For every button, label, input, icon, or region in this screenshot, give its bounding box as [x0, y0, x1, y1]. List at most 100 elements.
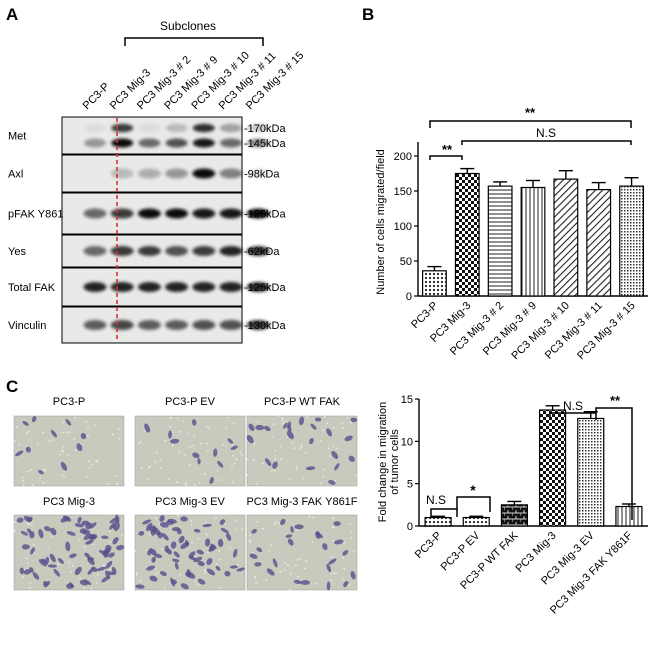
micrograph-label: PC3-P EV: [165, 396, 216, 408]
panel-c-bar-chart: Fold change in migration of tumor cells …: [377, 393, 648, 617]
blot-band: [192, 123, 215, 133]
membrane-pore: [190, 524, 193, 526]
migrated-cell: [184, 540, 189, 547]
blot-band: [110, 168, 134, 179]
membrane-pore: [51, 536, 54, 538]
membrane-pore: [92, 543, 95, 546]
migrated-cell: [188, 551, 196, 559]
membrane-pore: [94, 424, 97, 427]
membrane-pore: [268, 550, 271, 552]
membrane-pore: [148, 533, 151, 536]
blot-band: [137, 168, 161, 179]
migrated-cell: [343, 581, 349, 588]
blot-band: [84, 138, 106, 148]
migrated-cell: [333, 521, 341, 527]
membrane-pore: [67, 454, 69, 457]
bar: [520, 186, 546, 297]
membrane-pore: [277, 522, 280, 524]
membrane-pore: [347, 584, 350, 587]
membrane-pore: [156, 571, 159, 574]
migrated-cell: [96, 566, 106, 572]
migrated-cell: [264, 425, 271, 432]
migrated-cell: [114, 520, 120, 530]
blot-band: [138, 138, 161, 148]
membrane-pore: [170, 417, 173, 419]
blot-band: [137, 320, 161, 330]
migrated-cell: [38, 528, 44, 539]
x-tick-label: PC3 Mig-3 # 10: [509, 300, 572, 363]
membrane-pore: [289, 572, 292, 575]
migrated-cell: [147, 548, 153, 556]
membrane-pore: [177, 417, 179, 420]
membrane-pore: [197, 583, 199, 586]
membrane-pore: [291, 441, 294, 444]
blot-band: [246, 246, 270, 256]
membrane-pore: [39, 476, 42, 479]
membrane-pore: [97, 573, 99, 576]
migrated-cell: [334, 539, 344, 545]
blot-band: [220, 123, 242, 133]
blot-band: [137, 208, 161, 219]
blot-band: [246, 168, 270, 179]
migrated-cell: [180, 516, 188, 522]
migrated-cell: [23, 569, 32, 575]
membrane-pore: [42, 482, 45, 484]
membrane-pore: [134, 550, 137, 552]
blot-band: [165, 320, 189, 330]
y-tick-label: 0: [406, 291, 412, 303]
bar: [553, 178, 579, 297]
migrated-cell: [217, 460, 224, 468]
membrane-pore: [284, 420, 287, 423]
migrated-cell: [236, 567, 245, 572]
migrated-cell: [286, 430, 294, 440]
membrane-pore: [168, 416, 171, 419]
sig-bracket-left-ns: [430, 508, 458, 517]
membrane-pore: [143, 429, 146, 432]
membrane-pore: [185, 484, 188, 487]
membrane-pore: [83, 546, 86, 549]
membrane-pore: [179, 574, 182, 576]
membrane-pore: [96, 460, 99, 463]
migration-images-panel: PC3-P PC3-P EV PC3-P WT FAK PC3 Mig-3 PC3 Mi…: [13, 396, 358, 591]
membrane-pore: [153, 573, 156, 576]
migrated-cell: [159, 515, 165, 522]
membrane-pore: [270, 469, 273, 472]
membrane-pore: [29, 587, 31, 589]
membrane-pore: [288, 478, 291, 481]
membrane-pore: [187, 432, 190, 435]
blot-band: [165, 208, 189, 219]
membrane-pore: [335, 572, 338, 575]
panel-c-bars: [424, 405, 643, 527]
blot-band: [246, 320, 270, 330]
membrane-pore: [296, 559, 299, 561]
membrane-pore: [215, 516, 217, 519]
migrated-cell: [23, 515, 32, 523]
migrated-cell: [108, 552, 115, 558]
migrated-cell: [197, 560, 205, 567]
sig-label-right-star: **: [610, 393, 621, 408]
membrane-pore: [87, 426, 89, 428]
migrated-cell: [38, 559, 47, 567]
migrated-cell: [206, 568, 216, 576]
migrated-cell: [50, 527, 57, 536]
membrane-pore: [273, 523, 276, 526]
membrane-pore: [233, 422, 235, 425]
micrograph: [13, 415, 125, 487]
panel-b-bars: [422, 167, 645, 297]
membrane-pore: [311, 540, 314, 543]
migrated-cell: [202, 523, 212, 528]
membrane-pore: [219, 586, 222, 589]
membrane-pore: [262, 527, 265, 530]
membrane-pore: [355, 474, 358, 477]
sig-bracket-pair: [429, 155, 463, 160]
kda-marker: -145kDa: [244, 138, 286, 150]
membrane-pore: [346, 416, 349, 419]
membrane-pore: [249, 541, 252, 544]
migrated-cell: [342, 550, 349, 556]
migrated-cell: [105, 560, 113, 569]
migrated-cell: [287, 425, 292, 432]
membrane-pore: [208, 426, 211, 429]
membrane-pore: [26, 561, 29, 564]
panel-c-y-axis-label-line1: Fold change in migration: [377, 402, 389, 522]
membrane-pore: [61, 473, 64, 476]
